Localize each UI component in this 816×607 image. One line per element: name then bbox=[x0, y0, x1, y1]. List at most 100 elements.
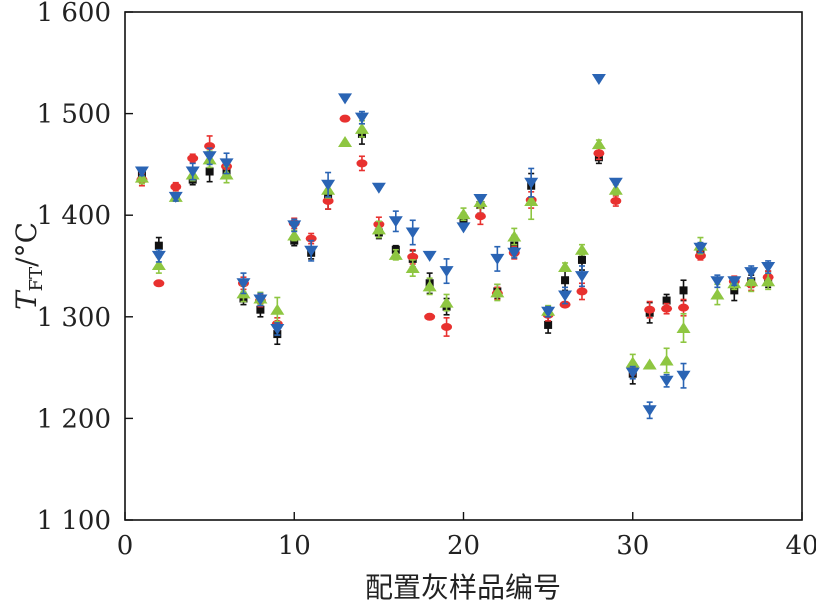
data-point bbox=[642, 358, 657, 370]
data-point bbox=[679, 279, 688, 302]
square-marker bbox=[256, 305, 265, 314]
triangle-up-marker bbox=[507, 230, 522, 242]
triangle-up-marker bbox=[761, 275, 776, 287]
triangle-up-marker bbox=[524, 194, 539, 206]
triangle-down-marker bbox=[202, 151, 217, 163]
circle-marker bbox=[170, 182, 182, 191]
circle-marker bbox=[153, 279, 165, 288]
triangle-down-marker bbox=[693, 242, 708, 254]
data-point bbox=[558, 286, 573, 305]
data-point bbox=[356, 155, 368, 172]
data-point bbox=[439, 258, 454, 285]
data-point bbox=[541, 305, 556, 318]
data-point bbox=[661, 302, 673, 315]
tick-layer: 0 10 20 30 40 1 100 1 200 1 300 1 400 1 500 1 600 bbox=[37, 0, 816, 561]
square-marker bbox=[154, 241, 163, 250]
y-axis-title: TFT/°C bbox=[10, 222, 47, 310]
data-point bbox=[644, 300, 656, 319]
square-marker bbox=[510, 241, 519, 250]
data-point bbox=[236, 272, 251, 295]
triangle-down-marker bbox=[524, 177, 539, 189]
circle-marker bbox=[407, 252, 419, 261]
triangle-up-marker bbox=[456, 208, 471, 220]
triangle-up-marker bbox=[371, 223, 386, 235]
square-marker bbox=[205, 167, 214, 176]
y-tick-label: 1 500 bbox=[37, 100, 111, 130]
circle-marker bbox=[187, 154, 199, 163]
triangle-up-marker bbox=[591, 138, 606, 150]
triangle-up-marker bbox=[287, 229, 302, 241]
circle-marker bbox=[576, 287, 588, 296]
triangle-up-marker bbox=[659, 354, 674, 366]
triangle-down-marker bbox=[659, 375, 674, 387]
square-marker bbox=[544, 320, 553, 329]
data-point bbox=[676, 362, 691, 389]
data-point bbox=[270, 296, 285, 323]
data-point bbox=[456, 207, 471, 222]
data-point bbox=[608, 177, 623, 189]
triangle-down-marker bbox=[134, 166, 149, 178]
triangle-down-marker bbox=[625, 367, 640, 379]
data-point bbox=[474, 207, 486, 226]
triangle-down-marker bbox=[236, 278, 251, 290]
data-point bbox=[710, 274, 725, 289]
x-tick-label: 10 bbox=[278, 531, 311, 561]
data-point bbox=[371, 220, 386, 239]
triangle-down-marker bbox=[727, 276, 742, 288]
data-point bbox=[558, 261, 573, 273]
triangle-down-marker bbox=[591, 74, 606, 86]
data-point bbox=[202, 147, 217, 166]
circle-marker bbox=[424, 312, 436, 321]
triangle-down-marker bbox=[558, 290, 573, 302]
data-point bbox=[153, 279, 165, 288]
triangle-down-marker bbox=[168, 191, 183, 203]
circle-marker bbox=[661, 304, 673, 313]
triangle-up-marker bbox=[354, 122, 369, 134]
data-point bbox=[287, 218, 302, 233]
data-point bbox=[761, 260, 776, 274]
data-point bbox=[524, 167, 539, 198]
data-point bbox=[574, 265, 589, 288]
triangle-up-marker bbox=[574, 243, 589, 255]
y-tick-label: 1 400 bbox=[37, 201, 111, 231]
data-point bbox=[625, 365, 640, 380]
triangle-up-marker bbox=[151, 258, 166, 270]
data-point bbox=[388, 248, 403, 261]
data-point bbox=[610, 195, 622, 207]
triangle-up-marker bbox=[744, 275, 759, 287]
triangle-down-marker bbox=[219, 158, 234, 170]
triangle-up-marker bbox=[608, 183, 623, 195]
triangle-down-marker bbox=[456, 222, 471, 234]
circle-marker bbox=[559, 300, 571, 309]
points-layer bbox=[134, 74, 776, 420]
y-tick-label: 1 600 bbox=[37, 0, 111, 28]
triangle-down-marker bbox=[761, 262, 776, 274]
triangle-down-marker bbox=[676, 370, 691, 382]
data-point bbox=[507, 227, 522, 246]
y-axis-title-unit: /°C bbox=[10, 222, 43, 267]
triangle-up-marker bbox=[388, 248, 403, 260]
data-point bbox=[388, 210, 403, 233]
data-point bbox=[170, 181, 182, 192]
x-tick-label: 20 bbox=[447, 531, 480, 561]
data-point bbox=[744, 265, 759, 279]
data-point bbox=[253, 292, 268, 307]
triangle-up-marker bbox=[710, 288, 725, 300]
data-point bbox=[304, 239, 319, 262]
data-point bbox=[659, 347, 674, 374]
triangle-up-marker bbox=[439, 296, 454, 308]
square-marker bbox=[679, 286, 688, 295]
data-point bbox=[354, 110, 369, 125]
data-point bbox=[591, 138, 606, 150]
triangle-up-marker bbox=[676, 321, 691, 333]
circle-marker bbox=[644, 305, 656, 314]
circle-marker bbox=[441, 322, 453, 331]
triangle-up-marker bbox=[625, 356, 640, 368]
y-axis-title-sub: FT bbox=[26, 267, 47, 292]
data-point bbox=[371, 182, 386, 194]
triangle-down-marker bbox=[439, 266, 454, 278]
triangle-down-marker bbox=[473, 193, 488, 205]
data-point bbox=[422, 250, 437, 262]
triangle-down-marker bbox=[338, 93, 353, 105]
